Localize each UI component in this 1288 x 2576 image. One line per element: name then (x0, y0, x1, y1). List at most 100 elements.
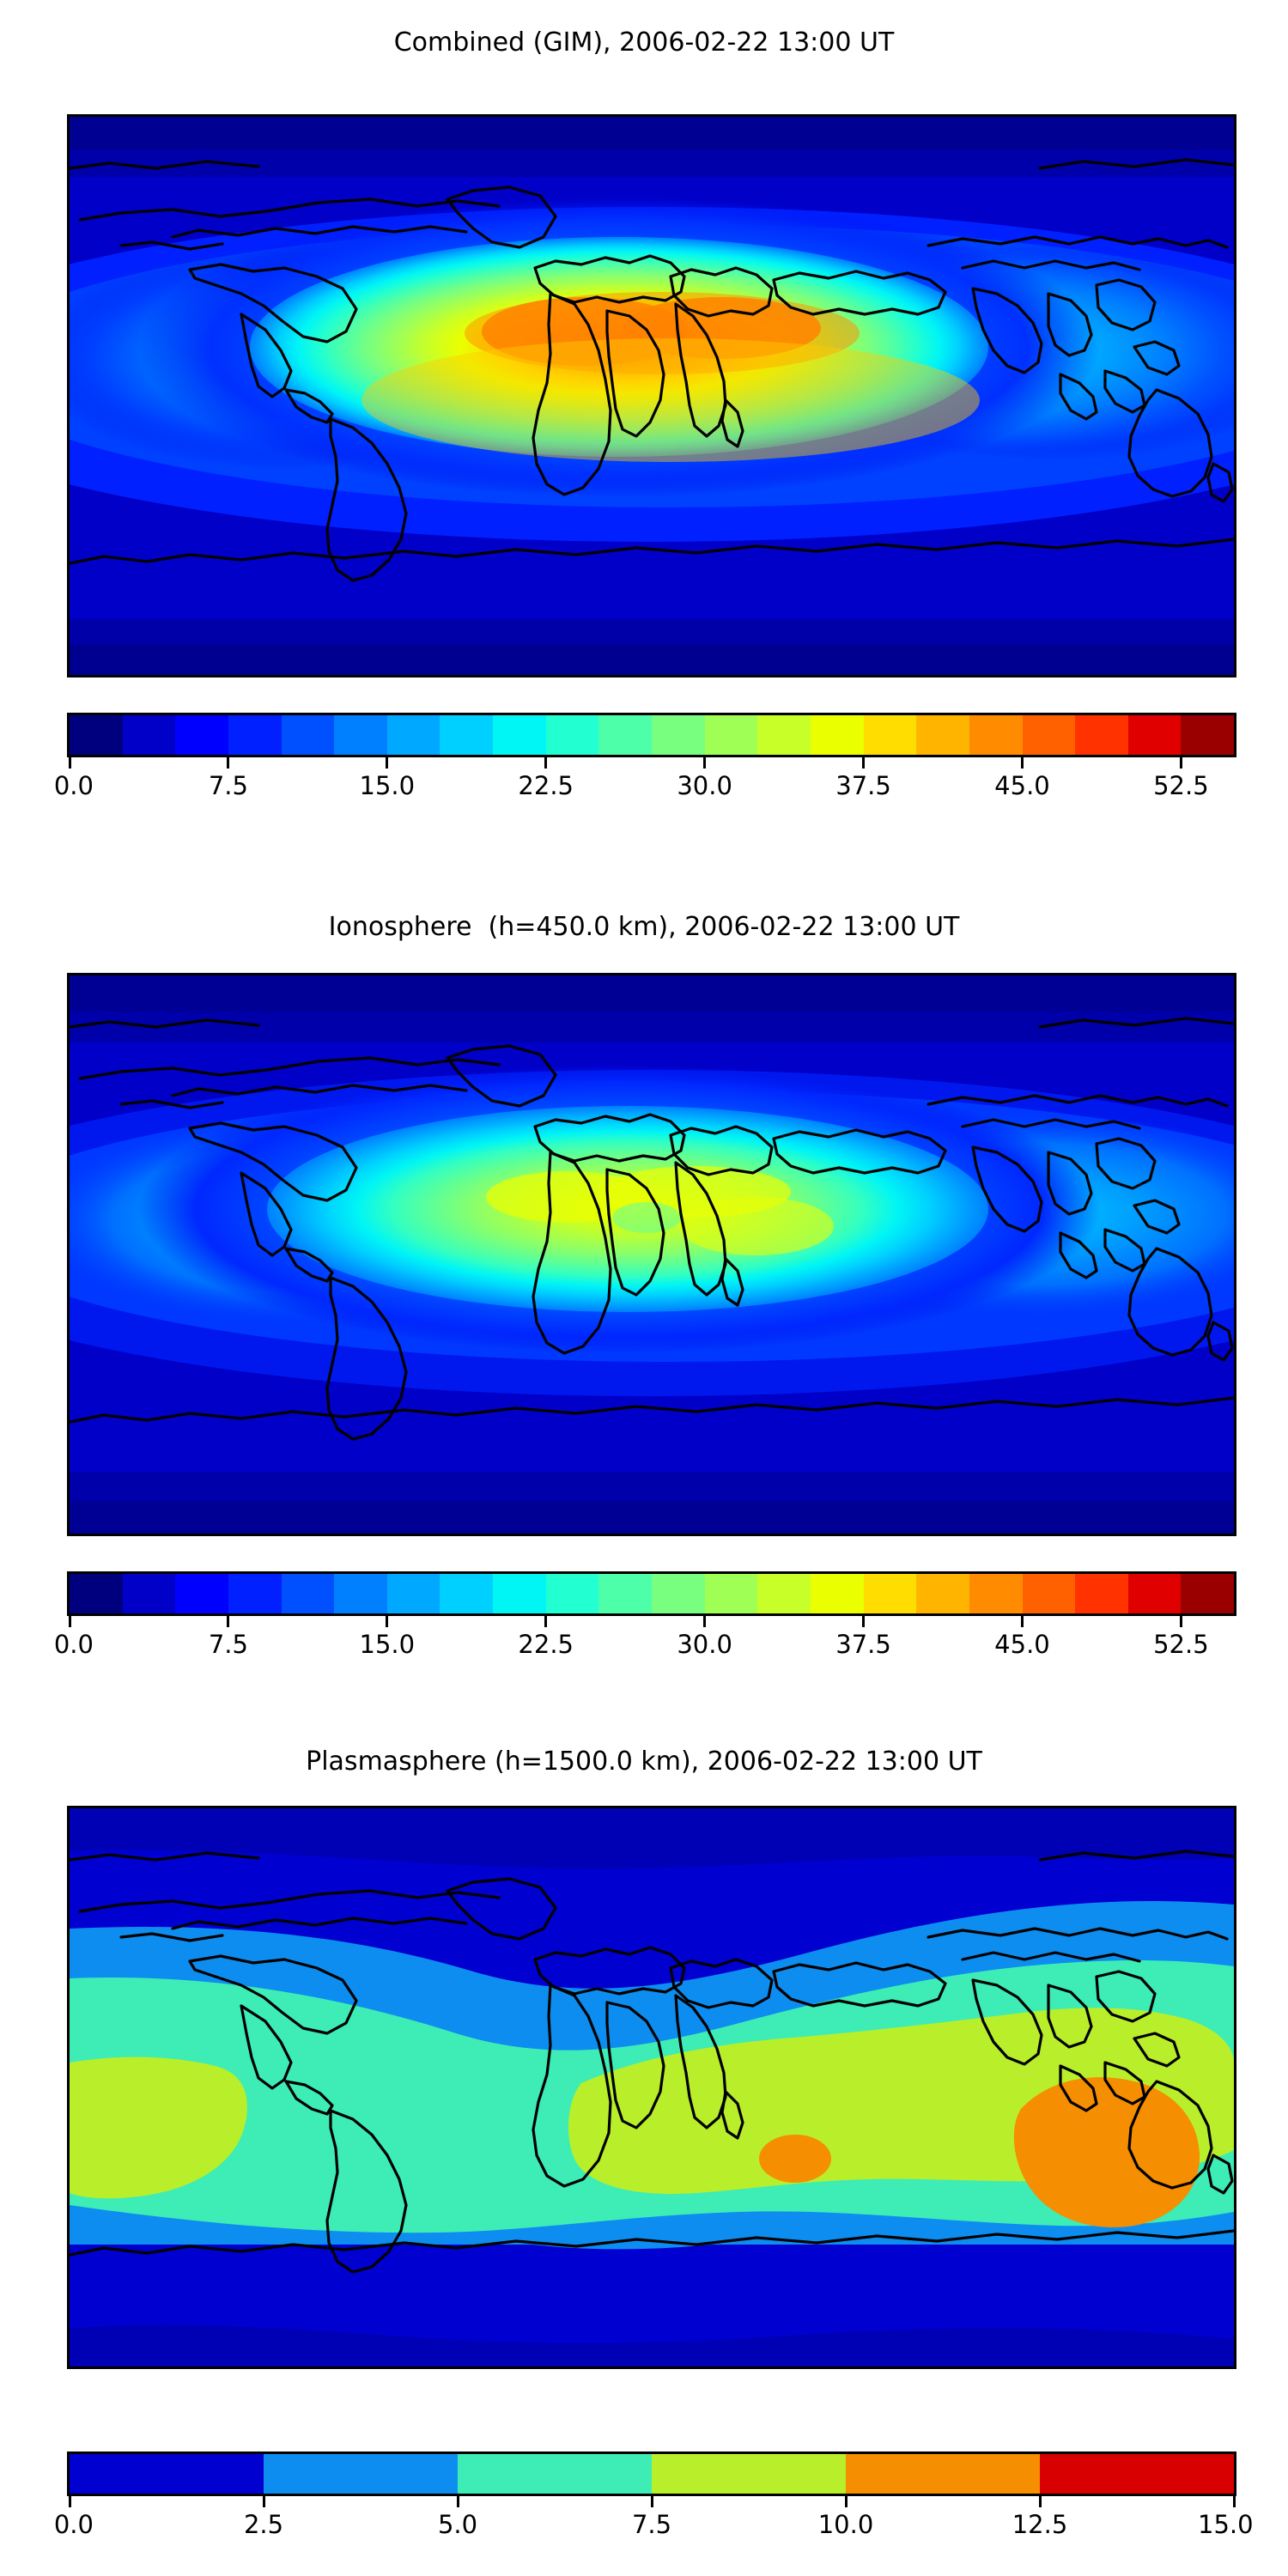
colorbar-band-8 (493, 1574, 546, 1613)
colorbar-band-12 (704, 1574, 758, 1613)
panel-ionosphere: Ionosphere (h=450.0 km), 2006-02-22 13:0… (0, 884, 1288, 1752)
colorbar-tick-label-6: 45.0 (994, 771, 1050, 800)
combined-colorbar-labels: 0.0 7.5 15.0 22.5 30.0 37.5 45.0 52.5 (54, 769, 1236, 804)
colorbar-band-5 (1040, 2454, 1234, 2494)
colorbar-band-9 (545, 715, 599, 755)
colorbar-tick-label-2: 5.0 (437, 2510, 478, 2539)
panel-plasmasphere: Plasmasphere (h=1500.0 km), 2006-02-22 1… (0, 1726, 1288, 2576)
colorbar-band-21 (1181, 715, 1235, 755)
plasmasphere-map-svg (70, 1808, 1234, 2366)
colorbar-band-10 (598, 1574, 653, 1613)
colorbar-tick-0 (68, 757, 71, 769)
colorbar-band-11 (652, 1574, 705, 1613)
colorbar-tick-3 (544, 757, 548, 769)
colorbar-band-21 (1181, 1574, 1235, 1613)
colorbar-band-16 (916, 715, 969, 755)
colorbar-tick-label-0: 0.0 (53, 1630, 94, 1659)
colorbar-band-12 (704, 715, 758, 755)
colorbar-tick-label-4: 10.0 (817, 2510, 874, 2539)
colorbar-tick-label-5: 37.5 (835, 1630, 891, 1659)
colorbar-tick-label-7: 52.5 (1153, 1630, 1209, 1659)
colorbar-tick-6 (1020, 1616, 1024, 1627)
colorbar-tick-6 (1232, 2496, 1236, 2507)
colorbar-tick-7 (1179, 1616, 1182, 1627)
colorbar-tick-label-0: 0.0 (53, 771, 94, 800)
colorbar-band-4 (281, 715, 335, 755)
colorbar-band-16 (916, 1574, 969, 1613)
plasmasphere-colorbar: 0.0 2.5 5.0 7.5 10.0 12.5 15.0 (54, 2451, 1254, 2543)
colorbar-tick-3 (650, 2496, 653, 2507)
combined-map-svg (70, 117, 1234, 675)
colorbar-tick-6 (1020, 757, 1024, 769)
colorbar-tick-4 (844, 2496, 848, 2507)
colorbar-band-2 (175, 1574, 228, 1613)
combined-colorbar-strip (67, 713, 1236, 757)
colorbar-band-7 (440, 1574, 494, 1613)
colorbar-tick-5 (862, 757, 866, 769)
colorbar-band-20 (1127, 1574, 1182, 1613)
colorbar-band-3 (652, 2454, 846, 2494)
colorbar-tick-7 (1179, 757, 1182, 769)
colorbar-tick-0 (68, 1616, 71, 1627)
colorbar-tick-2 (456, 2496, 459, 2507)
colorbar-band-18 (1022, 1574, 1076, 1613)
plasmasphere-tec-map (67, 1806, 1236, 2369)
colorbar-band-15 (863, 1574, 917, 1613)
combined-tec-map (67, 114, 1236, 677)
colorbar-tick-3 (544, 1616, 548, 1627)
colorbar-band-3 (228, 715, 282, 755)
panel-combined-gim: Combined (GIM), 2006-02-22 13:00 UT (0, 0, 1288, 867)
colorbar-band-17 (969, 715, 1023, 755)
colorbar-tick-label-3: 22.5 (518, 1630, 574, 1659)
colorbar-band-6 (386, 1574, 440, 1613)
colorbar-tick-5 (1038, 2496, 1042, 2507)
colorbar-tick-label-3: 7.5 (631, 2510, 672, 2539)
colorbar-band-13 (757, 1574, 811, 1613)
combined-colorbar-ticks (67, 757, 1236, 769)
colorbar-band-3 (228, 1574, 282, 1613)
colorbar-band-17 (969, 1574, 1023, 1613)
combined-colorbar: 0.0 7.5 15.0 22.5 30.0 37.5 45.0 52.5 (54, 713, 1236, 804)
colorbar-band-1 (122, 1574, 176, 1613)
plasmasphere-colorbar-ticks (67, 2496, 1236, 2508)
colorbar-band-11 (652, 715, 705, 755)
panel-title-ionosphere: Ionosphere (h=450.0 km), 2006-02-22 13:0… (328, 912, 960, 942)
colorbar-band-0 (70, 1574, 123, 1613)
colorbar-band-4 (846, 2454, 1040, 2494)
colorbar-band-2 (458, 2454, 652, 2494)
colorbar-tick-4 (703, 1616, 707, 1627)
colorbar-band-2 (175, 715, 228, 755)
colorbar-band-15 (863, 715, 917, 755)
colorbar-tick-label-2: 15.0 (359, 1630, 416, 1659)
colorbar-tick-label-6: 45.0 (994, 1630, 1050, 1659)
colorbar-band-10 (598, 715, 653, 755)
colorbar-band-8 (493, 715, 546, 755)
plasmasphere-colorbar-strip (67, 2451, 1236, 2496)
colorbar-band-5 (334, 1574, 387, 1613)
ionosphere-colorbar-strip (67, 1571, 1236, 1616)
panel-title-combined: Combined (GIM), 2006-02-22 13:00 UT (393, 27, 895, 58)
colorbar-tick-label-2: 15.0 (359, 771, 416, 800)
colorbar-tick-label-7: 52.5 (1153, 771, 1209, 800)
ionosphere-tec-map (67, 973, 1236, 1536)
colorbar-band-4 (281, 1574, 335, 1613)
ionosphere-colorbar: 0.0 7.5 15.0 22.5 30.0 37.5 45.0 52.5 (54, 1571, 1236, 1662)
colorbar-tick-0 (68, 2496, 71, 2507)
colorbar-tick-1 (262, 2496, 265, 2507)
colorbar-tick-1 (227, 757, 230, 769)
colorbar-tick-1 (227, 1616, 230, 1627)
colorbar-band-7 (440, 715, 494, 755)
ionosphere-colorbar-ticks (67, 1616, 1236, 1628)
colorbar-band-13 (757, 715, 811, 755)
colorbar-tick-4 (703, 757, 707, 769)
coastlines (70, 1850, 1234, 2274)
colorbar-band-0 (70, 2454, 264, 2494)
colorbar-band-14 (810, 715, 864, 755)
colorbar-tick-label-6: 15.0 (1198, 2510, 1254, 2539)
colorbar-tick-2 (386, 757, 389, 769)
colorbar-tick-label-5: 37.5 (835, 771, 891, 800)
ionosphere-map-svg (70, 975, 1234, 1534)
colorbar-tick-label-1: 7.5 (208, 1630, 248, 1659)
colorbar-tick-label-0: 0.0 (53, 2510, 94, 2539)
